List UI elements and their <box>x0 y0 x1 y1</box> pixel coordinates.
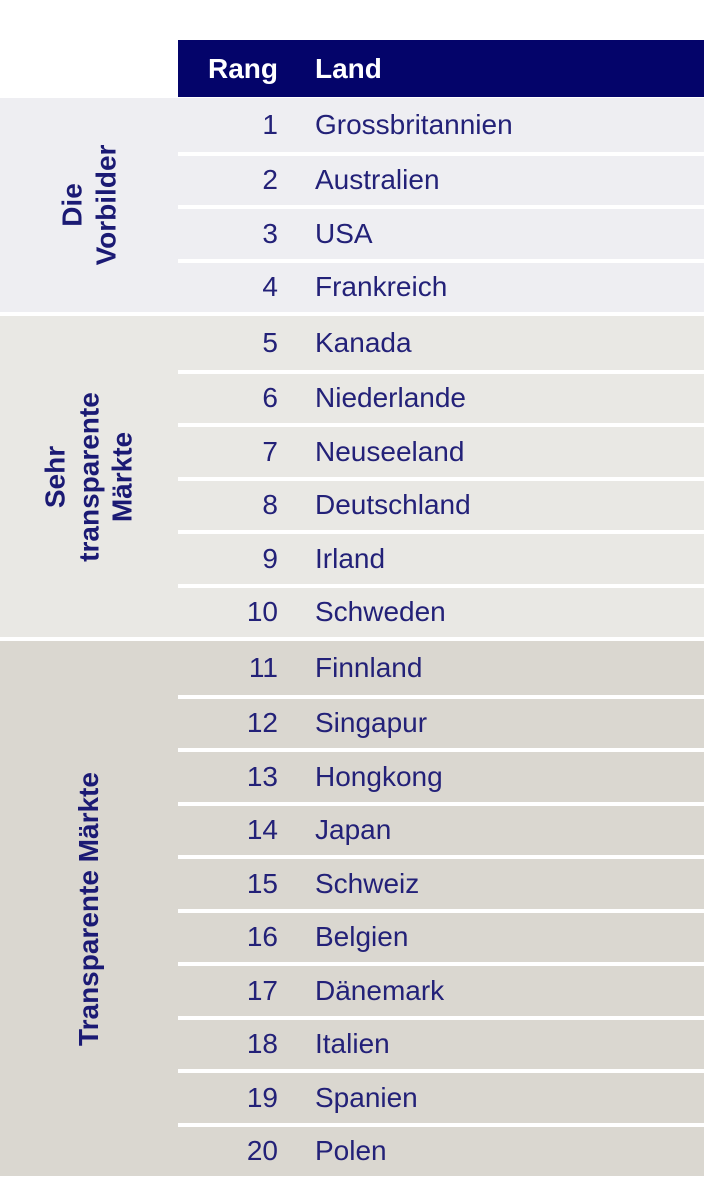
rank-cell: 3 <box>262 217 278 249</box>
group-label-area: Die Vorbilder <box>0 98 178 312</box>
country-cell: Niederlande <box>315 382 466 414</box>
table-row: 2 Australien <box>178 151 704 206</box>
table-row: 14 Japan <box>178 801 704 856</box>
country-cell: Schweden <box>315 596 446 628</box>
column-header-land: Land <box>315 52 382 84</box>
rank-cell: 4 <box>262 271 278 303</box>
table-row: 12 Singapur <box>178 694 704 749</box>
table-row: 18 Italien <box>178 1015 704 1070</box>
ranking-table-page: Rang Land Die Vorbilder 1 Grossbritannie… <box>0 40 704 1204</box>
country-cell: Schweiz <box>315 867 420 899</box>
group-label-sehr-transparente-maerkte: Sehr transparente Märkte <box>39 391 138 562</box>
group-label-area: Sehr transparente Märkte <box>0 316 178 637</box>
table-row: 10 Schweden <box>178 583 704 638</box>
rank-cell: 16 <box>246 921 278 953</box>
table-row: 19 Spanien <box>178 1069 704 1123</box>
table-row: 17 Dänemark <box>178 962 704 1016</box>
rank-cell: 8 <box>262 489 278 521</box>
rank-cell: 5 <box>262 326 278 358</box>
country-cell: Italien <box>315 1028 390 1060</box>
group-transparente-maerkte: Transparente Märkte 11 Finnland 12 Singa… <box>0 641 704 1176</box>
country-cell: Belgien <box>315 921 409 953</box>
group-label-area: Transparente Märkte <box>0 641 178 1176</box>
table-row: 20 Polen <box>178 1122 704 1177</box>
country-cell: Japan <box>315 814 392 846</box>
country-cell: Singapur <box>315 707 428 739</box>
country-cell: Spanien <box>315 1081 418 1113</box>
table-row: 6 Niederlande <box>178 369 704 424</box>
rank-cell: 11 <box>248 651 278 683</box>
table-row: 13 Hongkong <box>178 748 704 802</box>
table-row: 4 Frankreich <box>178 258 704 313</box>
table-header: Rang Land <box>178 40 704 97</box>
table-row: 8 Deutschland <box>178 476 704 531</box>
country-cell: USA <box>315 217 373 249</box>
group-sehr-transparente-maerkte: Sehr transparente Märkte 5 Kanada 6 Nied… <box>0 316 704 637</box>
country-cell: Deutschland <box>315 489 471 521</box>
table-row: 3 USA <box>178 205 704 259</box>
country-cell: Finnland <box>315 651 423 683</box>
country-cell: Irland <box>315 542 386 574</box>
rank-cell: 18 <box>246 1028 278 1060</box>
rank-cell: 10 <box>246 596 278 628</box>
group-label-transparente-maerkte: Transparente Märkte <box>73 771 105 1046</box>
group-rows: 11 Finnland 12 Singapur 13 Hongkong 14 J… <box>178 641 704 1176</box>
rank-cell: 1 <box>262 108 278 140</box>
rank-cell: 19 <box>246 1081 278 1113</box>
group-rows: 5 Kanada 6 Niederlande 7 Neuseeland 8 De… <box>178 316 704 637</box>
rank-cell: 12 <box>246 707 278 739</box>
table-row: 7 Neuseeland <box>178 423 704 477</box>
rank-cell: 13 <box>246 760 278 792</box>
country-cell: Australien <box>315 164 440 196</box>
rank-cell: 17 <box>246 974 278 1006</box>
country-cell: Dänemark <box>315 974 445 1006</box>
rank-cell: 7 <box>262 435 278 467</box>
rank-cell: 20 <box>246 1135 278 1167</box>
group-rows: 1 Grossbritannien 2 Australien 3 USA 4 F… <box>178 98 704 312</box>
rank-cell: 2 <box>262 164 278 196</box>
table-row: 16 Belgien <box>178 908 704 963</box>
country-cell: Polen <box>315 1135 387 1167</box>
rank-cell: 9 <box>262 542 278 574</box>
rank-cell: 14 <box>246 814 278 846</box>
table-row: 5 Kanada <box>178 316 704 370</box>
table-body: Die Vorbilder 1 Grossbritannien 2 Austra… <box>0 98 704 1176</box>
group-label-die-vorbilder: Die Vorbilder <box>56 144 121 266</box>
country-cell: Hongkong <box>315 760 443 792</box>
country-cell: Kanada <box>315 326 412 358</box>
country-cell: Grossbritannien <box>315 108 513 140</box>
column-header-rang: Rang <box>208 52 278 84</box>
table-row: 11 Finnland <box>178 641 704 695</box>
table-row: 1 Grossbritannien <box>178 98 704 152</box>
table-row: 15 Schweiz <box>178 855 704 909</box>
rank-cell: 6 <box>262 382 278 414</box>
country-cell: Neuseeland <box>315 435 465 467</box>
group-die-vorbilder: Die Vorbilder 1 Grossbritannien 2 Austra… <box>0 98 704 312</box>
country-cell: Frankreich <box>315 271 448 303</box>
rank-cell: 15 <box>246 867 278 899</box>
table-row: 9 Irland <box>178 530 704 584</box>
